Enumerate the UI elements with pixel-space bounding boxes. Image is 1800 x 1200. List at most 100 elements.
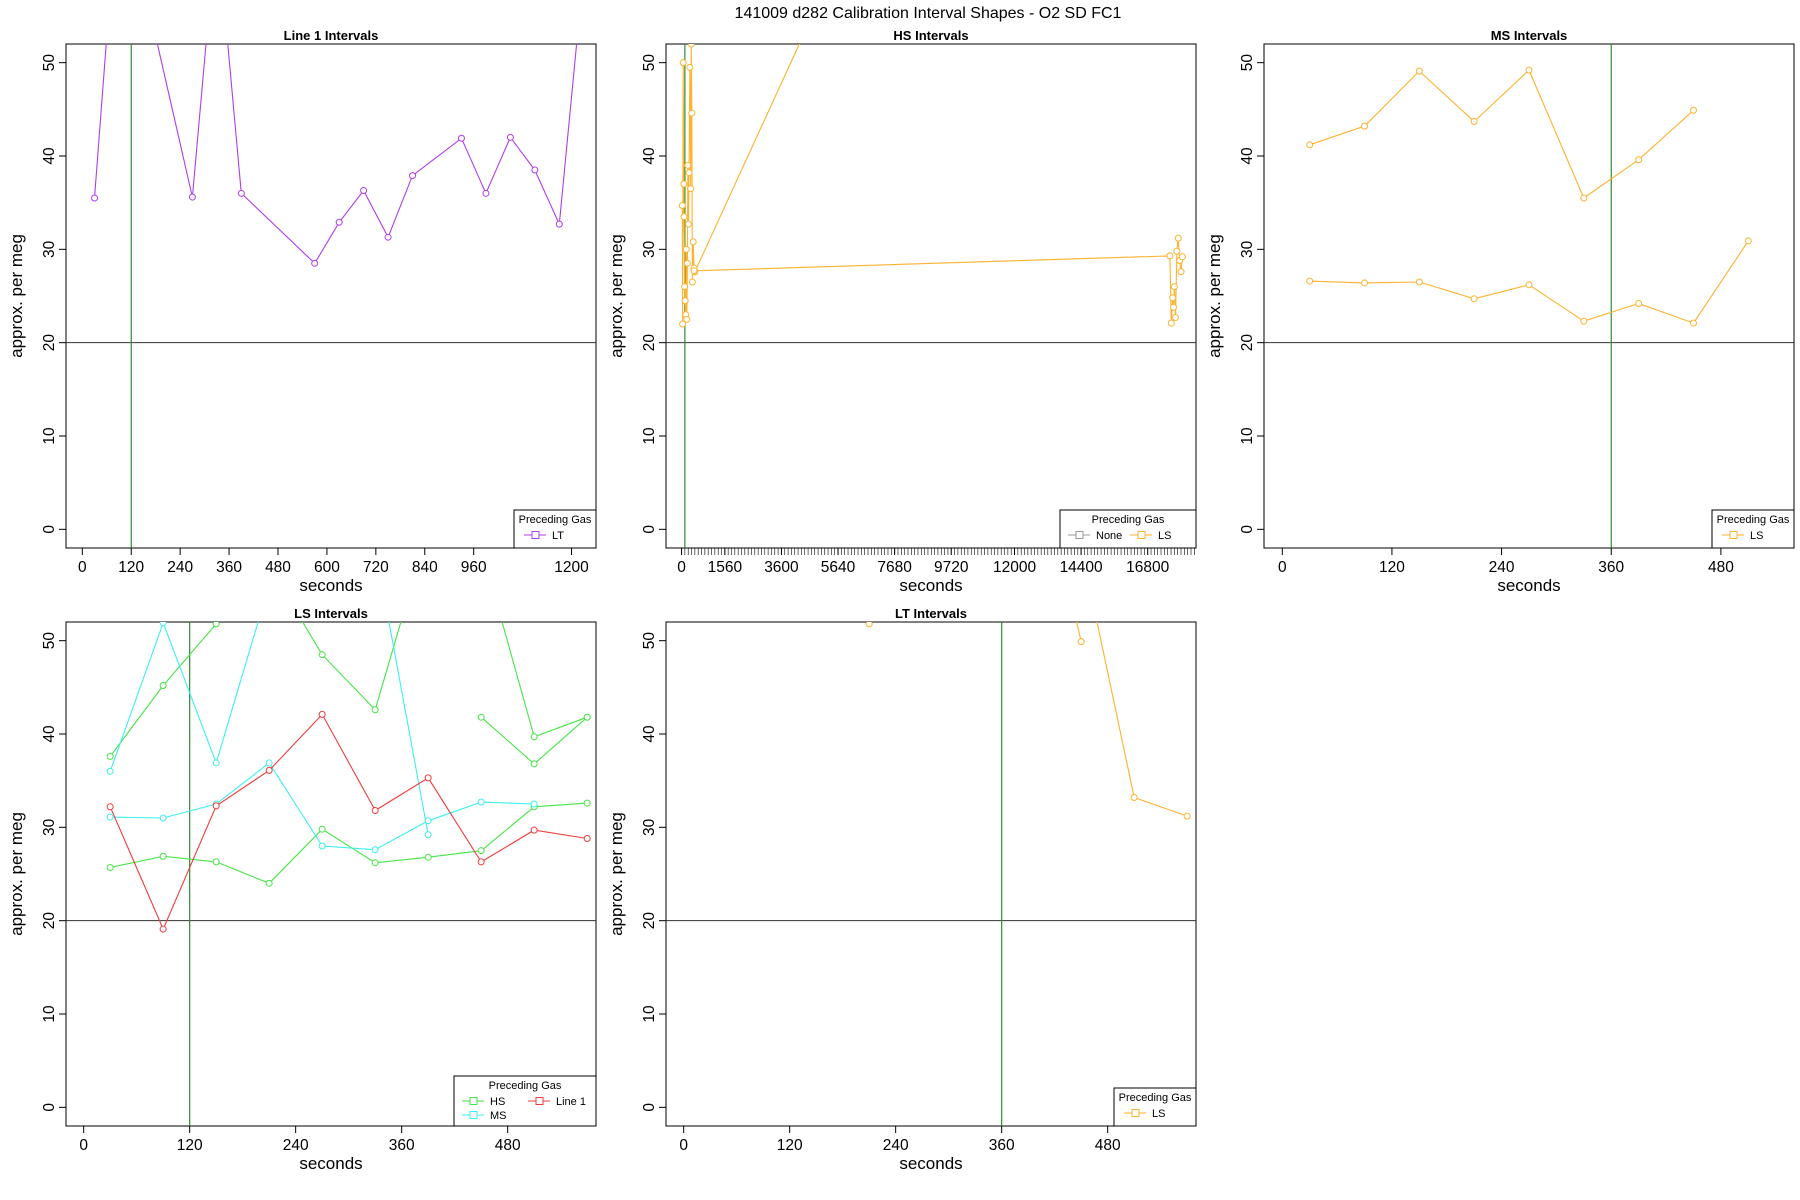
series-group <box>840 526 1191 820</box>
y-axis-label: approx. per meg <box>7 812 26 936</box>
x-axis-label: seconds <box>899 1154 962 1173</box>
x-tick-label: 1560 <box>708 559 743 576</box>
x-tick-label: 480 <box>495 1137 521 1154</box>
series-line-ls <box>681 44 800 325</box>
data-point <box>689 238 697 246</box>
panel-title: LT Intervals <box>895 606 967 621</box>
y-tick-label: 50 <box>41 54 58 72</box>
x-tick-label: 840 <box>412 559 438 576</box>
legend-title: Preceding Gas <box>519 514 592 526</box>
x-axis-label: seconds <box>299 1154 362 1173</box>
y-tick-label: 20 <box>41 334 58 352</box>
series-line-lt <box>93 44 578 265</box>
data-point <box>530 826 538 834</box>
data-point <box>681 297 689 305</box>
data-point <box>583 799 591 807</box>
x-axis-label: seconds <box>1497 576 1560 595</box>
data-point <box>371 706 379 714</box>
data-point <box>506 133 514 141</box>
data-point <box>865 622 873 628</box>
data-point <box>1580 194 1588 202</box>
legend-marker <box>535 1097 544 1105</box>
data-point <box>680 180 688 188</box>
data-point <box>1178 253 1186 261</box>
data-point <box>159 814 167 822</box>
data-point <box>555 220 563 228</box>
data-point <box>1183 812 1191 820</box>
legend-marker <box>531 531 540 539</box>
legend: Preceding Gas LT <box>513 509 597 549</box>
data-point <box>424 853 432 861</box>
data-point <box>477 858 485 866</box>
x-tick-label: 120 <box>777 1137 803 1154</box>
legend-marker <box>1075 531 1084 539</box>
data-point <box>188 193 196 201</box>
x-tick-label: 0 <box>679 1137 688 1154</box>
series-group <box>1306 66 1752 327</box>
legend-marker <box>469 1111 478 1119</box>
data-point <box>840 582 846 588</box>
y-tick-label: 30 <box>641 818 658 836</box>
data-point <box>318 842 326 850</box>
series-line-ls <box>1309 69 1694 199</box>
plot-frame <box>65 43 597 549</box>
data-point <box>531 166 539 174</box>
data-point <box>1077 638 1085 646</box>
y-tick-label: 40 <box>1239 147 1256 165</box>
x-tick-label: 1200 <box>554 559 589 576</box>
y-tick-label: 50 <box>1239 54 1256 72</box>
legend-marker <box>1137 531 1146 539</box>
y-tick-label: 30 <box>641 240 658 258</box>
data-point <box>1525 66 1533 74</box>
series-group <box>678 44 1186 328</box>
data-point <box>212 802 220 810</box>
legend-title: Preceding Gas <box>1717 514 1790 526</box>
x-tick-label: 960 <box>461 559 487 576</box>
panel-2: MS Intervals 0 10 20 30 40 50 0 120 240 360 480 seco… <box>1205 28 1795 595</box>
legend-box <box>513 509 597 549</box>
x-tick-label: 12000 <box>993 559 1036 576</box>
data-point <box>477 798 485 806</box>
data-point <box>319 544 325 550</box>
legend-label: LS <box>1152 1108 1165 1120</box>
data-point <box>1052 526 1058 532</box>
y-tick-label: 0 <box>641 1103 658 1112</box>
panel-3: LS Intervals 0 10 20 30 40 50 0 120 240 360 480 seco… <box>7 544 597 1173</box>
data-point <box>159 681 167 689</box>
data-point <box>583 713 591 721</box>
y-tick-label: 20 <box>641 334 658 352</box>
data-point <box>106 803 114 811</box>
data-point <box>1174 234 1182 242</box>
data-point <box>684 161 692 169</box>
data-point <box>1169 294 1177 302</box>
plot-frame <box>65 621 597 1127</box>
data-point <box>1689 106 1697 114</box>
data-point <box>1170 303 1178 311</box>
legend-label: LS <box>1158 530 1171 542</box>
data-point <box>687 185 695 193</box>
y-tick-label: 30 <box>41 818 58 836</box>
data-point <box>372 544 378 550</box>
data-point <box>91 194 99 202</box>
y-tick-label: 40 <box>41 147 58 165</box>
data-point <box>311 259 319 267</box>
x-tick-label: 120 <box>118 559 144 576</box>
x-tick-label: 360 <box>216 559 242 576</box>
legend: Preceding Gas None LS <box>1059 509 1197 549</box>
x-tick-label: 600 <box>314 559 340 576</box>
legend-symbol <box>524 531 546 539</box>
data-point <box>424 774 432 782</box>
data-point <box>424 831 432 839</box>
y-tick-label: 10 <box>641 427 658 445</box>
data-point <box>318 651 326 659</box>
legend-label: LT <box>552 530 564 542</box>
data-point <box>1580 317 1588 325</box>
series-line-line-1 <box>109 713 588 931</box>
y-tick-label: 50 <box>41 632 58 650</box>
data-point <box>530 760 538 768</box>
y-tick-label: 0 <box>41 525 58 534</box>
legend-label: HS <box>490 1096 505 1108</box>
x-tick-label: 16800 <box>1126 559 1169 576</box>
y-axis-label: approx. per meg <box>1205 234 1224 358</box>
series-line-ls <box>867 622 870 625</box>
